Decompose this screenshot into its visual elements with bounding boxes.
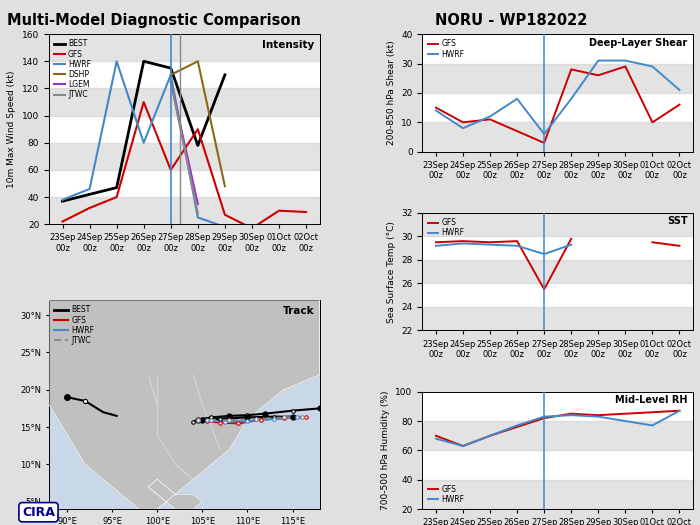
Bar — [49, 143, 320, 170]
Text: Intensity: Intensity — [262, 40, 314, 50]
Y-axis label: Sea Surface Temp (°C): Sea Surface Temp (°C) — [386, 220, 395, 323]
Legend: BEST, GFS, HWRF, JTWC: BEST, GFS, HWRF, JTWC — [52, 304, 96, 346]
Text: Multi-Model Diagnostic Comparison: Multi-Model Diagnostic Comparison — [7, 13, 301, 28]
Bar — [422, 64, 693, 93]
Legend: GFS, HWRF: GFS, HWRF — [426, 217, 466, 239]
Bar — [422, 122, 693, 152]
Bar — [422, 307, 693, 331]
Bar — [422, 480, 693, 509]
Text: Deep-Layer Shear: Deep-Layer Shear — [589, 38, 687, 48]
Y-axis label: 200-850 hPa Shear (kt): 200-850 hPa Shear (kt) — [386, 40, 395, 145]
Text: SST: SST — [667, 216, 687, 226]
Text: NORU - WP182022: NORU - WP182022 — [435, 13, 587, 28]
Polygon shape — [49, 300, 320, 509]
Text: Mid-Level RH: Mid-Level RH — [615, 395, 687, 405]
Polygon shape — [148, 479, 202, 509]
Bar — [49, 197, 320, 224]
Bar — [422, 421, 693, 450]
Legend: GFS, HWRF: GFS, HWRF — [426, 483, 466, 506]
Legend: GFS, HWRF: GFS, HWRF — [426, 38, 466, 60]
Text: CIRA: CIRA — [22, 506, 55, 519]
Text: Track: Track — [283, 307, 314, 317]
Bar — [422, 260, 693, 284]
Legend: BEST, GFS, HWRF, DSHP, LGEM, JTWC: BEST, GFS, HWRF, DSHP, LGEM, JTWC — [52, 38, 92, 101]
Bar — [49, 88, 320, 116]
Y-axis label: 700-500 hPa Humidity (%): 700-500 hPa Humidity (%) — [381, 391, 390, 510]
Bar — [422, 213, 693, 236]
Bar — [49, 34, 320, 61]
Y-axis label: 10m Max Wind Speed (kt): 10m Max Wind Speed (kt) — [8, 70, 17, 188]
